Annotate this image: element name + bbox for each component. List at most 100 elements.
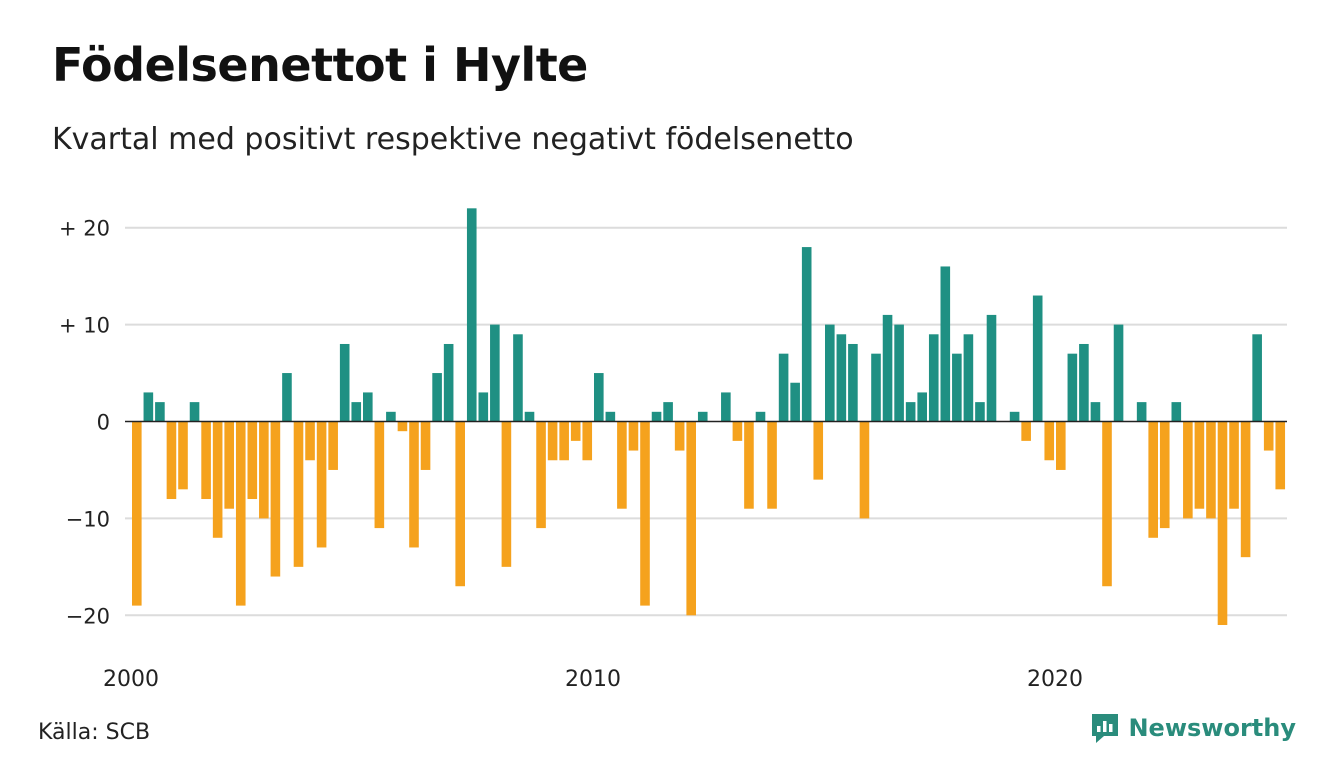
bar <box>651 411 662 422</box>
chart-title: Födelsenettot i Hylte <box>52 38 588 92</box>
bar <box>640 421 650 606</box>
bar <box>744 421 754 509</box>
y-tick-label: 0 <box>97 411 110 435</box>
bar <box>594 373 604 422</box>
bar <box>1056 421 1066 470</box>
bar <box>386 411 396 422</box>
bar <box>940 266 951 422</box>
bar <box>1090 402 1101 422</box>
bar <box>721 392 731 422</box>
bar <box>409 421 419 548</box>
brand-logo[interactable]: Newsworthy <box>1090 712 1296 744</box>
bar <box>1079 343 1089 422</box>
x-axis-labels: 2000 2010 2020 <box>103 667 1083 692</box>
bar <box>1159 421 1170 529</box>
bar <box>871 353 881 422</box>
bar <box>235 421 246 606</box>
bar <box>316 421 327 548</box>
bar <box>293 421 304 567</box>
x-tick-label: 2020 <box>1027 667 1083 692</box>
bar <box>166 421 177 500</box>
bar <box>963 334 974 422</box>
bar <box>305 421 315 461</box>
bar <box>282 373 292 422</box>
bar <box>1252 334 1262 422</box>
bar <box>1136 402 1147 422</box>
bar <box>270 421 281 577</box>
bar <box>975 402 985 422</box>
bar <box>674 421 685 451</box>
bar <box>697 411 708 422</box>
bar <box>1183 421 1193 519</box>
bar <box>1206 421 1216 519</box>
bar <box>132 421 142 606</box>
bar <box>259 421 269 519</box>
bar <box>986 314 997 422</box>
gridlines <box>125 226 1287 617</box>
bar <box>894 324 904 422</box>
bar <box>1171 402 1182 422</box>
bar <box>1009 411 1020 422</box>
x-tick-label: 2010 <box>565 667 621 692</box>
bar <box>339 343 350 422</box>
bar <box>617 421 627 509</box>
bar <box>1102 421 1112 587</box>
bar <box>247 421 258 500</box>
y-tick-label: + 10 <box>59 314 110 338</box>
bar <box>178 421 188 490</box>
bar <box>397 421 408 432</box>
y-tick-label: −20 <box>66 604 110 628</box>
bar <box>420 421 431 470</box>
bar <box>628 421 639 451</box>
bar <box>1044 421 1055 461</box>
chart-subtitle: Kvartal med positivt respektive negativt… <box>52 122 854 157</box>
bar <box>686 421 696 616</box>
bar <box>663 402 673 422</box>
bar <box>928 334 939 422</box>
bar <box>905 402 916 422</box>
bar <box>212 421 223 538</box>
bar <box>143 392 154 422</box>
bar <box>952 353 962 422</box>
bar <box>536 421 546 529</box>
bar <box>778 353 789 422</box>
bar <box>605 411 616 422</box>
brand-name: Newsworthy <box>1128 714 1296 742</box>
bar <box>155 402 165 422</box>
y-tick-label: −10 <box>66 507 110 531</box>
bar <box>189 402 200 422</box>
bar <box>790 382 800 422</box>
bar <box>1263 421 1274 451</box>
bar <box>1240 421 1251 558</box>
bar <box>1148 421 1158 538</box>
bar <box>466 208 477 422</box>
bar <box>490 324 500 422</box>
bar <box>478 392 489 422</box>
bar <box>813 421 824 480</box>
bar <box>328 421 338 470</box>
source-label: Källa: SCB <box>38 720 151 745</box>
bar <box>547 421 558 461</box>
bar <box>513 334 523 422</box>
bar <box>1194 421 1205 509</box>
y-axis-labels: + 20 + 10 0 −10 −20 <box>59 217 110 629</box>
bar <box>848 343 858 422</box>
bar <box>859 421 870 519</box>
bar <box>351 402 362 422</box>
bar <box>582 421 593 461</box>
x-tick-label: 2000 <box>103 667 159 692</box>
bar <box>432 373 442 422</box>
bar <box>801 247 812 422</box>
y-tick-label: + 20 <box>59 217 110 241</box>
bar <box>732 421 743 441</box>
bar <box>1032 295 1043 422</box>
bar <box>767 421 777 509</box>
bar <box>836 334 847 422</box>
bar <box>501 421 512 567</box>
bar <box>224 421 234 509</box>
bar <box>825 324 835 422</box>
bar <box>1217 421 1228 625</box>
bar <box>1229 421 1239 509</box>
bar <box>1067 353 1078 422</box>
